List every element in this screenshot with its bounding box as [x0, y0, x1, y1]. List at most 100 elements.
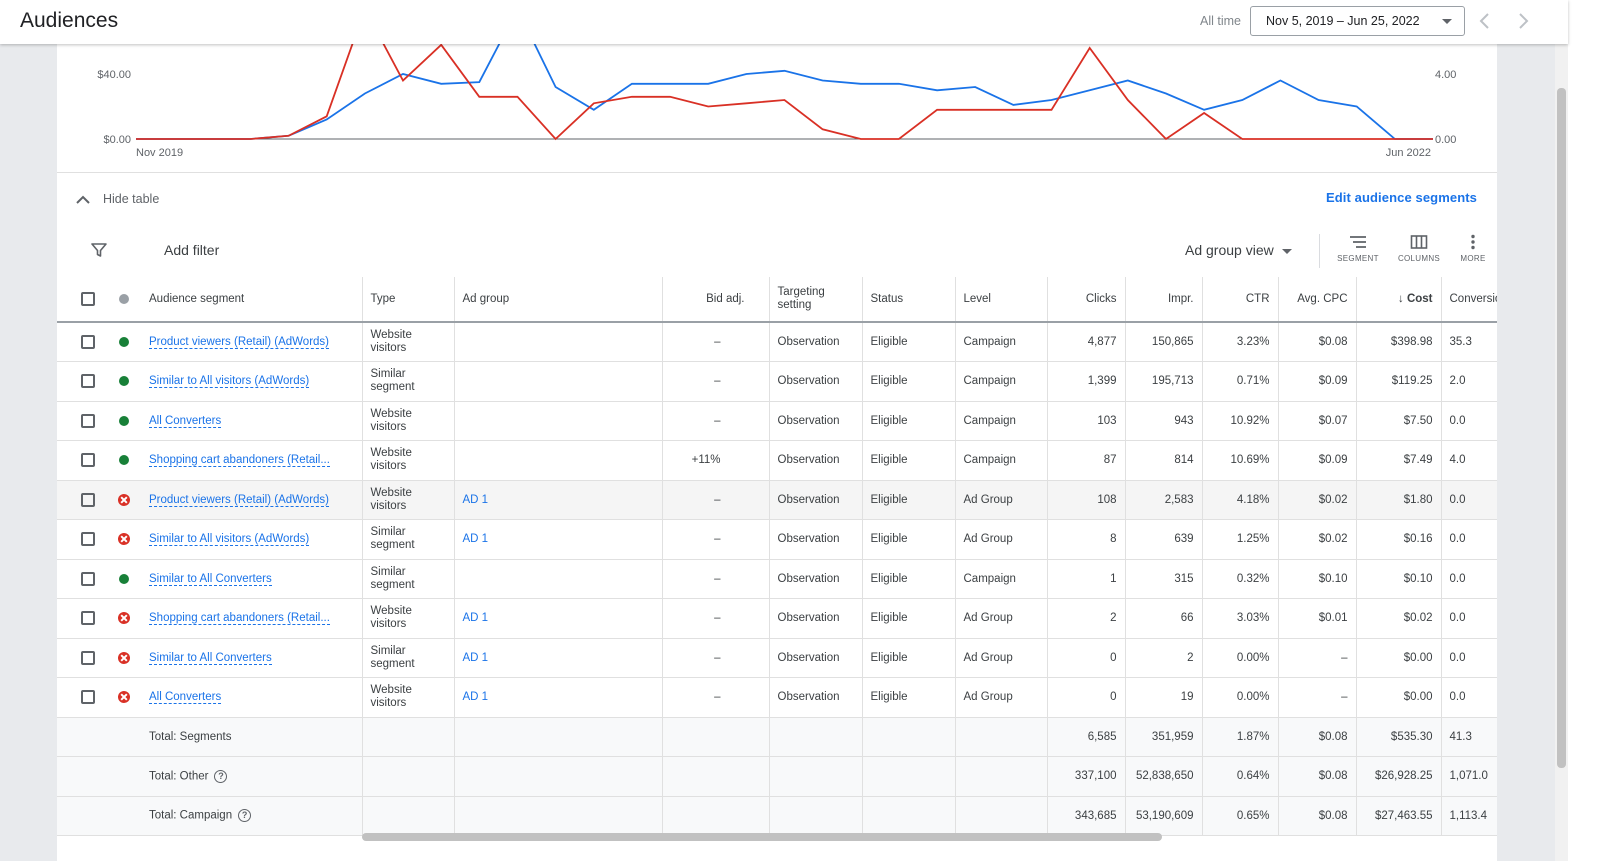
table-row[interactable]: Product viewers (Retail) (AdWords) Websit…: [57, 322, 1497, 362]
segment-link[interactable]: Shopping cart abandoners (Retail...: [149, 454, 330, 468]
bid-adj-cell[interactable]: –: [662, 519, 770, 560]
segment-link[interactable]: All Converters: [149, 691, 222, 705]
total-avg-cpc-cell: $0.08: [1278, 796, 1357, 836]
table-row[interactable]: Similar to All visitors (AdWords) Similar…: [57, 361, 1497, 402]
ad-group-cell: AD 1: [454, 598, 663, 639]
table-row[interactable]: All Converters Website visitors – Observati…: [57, 401, 1497, 441]
header-cost[interactable]: ↓ Cost: [1356, 277, 1442, 323]
ad-group-link[interactable]: AD 1: [462, 651, 489, 664]
row-checkbox[interactable]: [81, 690, 95, 705]
level-cell: Ad Group: [955, 677, 1048, 718]
segment-link[interactable]: Similar to All Converters: [149, 572, 272, 586]
header-ad-group[interactable]: Ad group: [454, 277, 663, 323]
segment-cell: Similar to All visitors (AdWords): [141, 361, 363, 402]
empty-cell: [57, 717, 107, 757]
segment-link[interactable]: Shopping cart abandoners (Retail...: [149, 612, 330, 626]
next-period-button[interactable]: [1512, 10, 1534, 32]
table-row[interactable]: Similar to All Converters Similar segment…: [57, 559, 1497, 599]
header-type[interactable]: Type: [362, 277, 455, 323]
bid-adj-cell[interactable]: +11%: [662, 440, 770, 481]
bid-adj-cell[interactable]: –: [662, 598, 770, 639]
table-row[interactable]: All Converters Website visitors AD 1– Obser…: [57, 677, 1497, 718]
table-row[interactable]: Shopping cart abandoners (Retail... Websi…: [57, 440, 1497, 481]
header-conversions[interactable]: Conversions: [1441, 277, 1497, 323]
clicks-cell: 8: [1047, 519, 1126, 560]
status-enabled-icon[interactable]: [119, 573, 129, 584]
horizontal-scrollbar-thumb[interactable]: [362, 833, 1162, 841]
segment-link[interactable]: Similar to All visitors (AdWords): [149, 533, 310, 547]
help-icon[interactable]: ?: [214, 769, 228, 783]
hide-table-toggle[interactable]: Hide table: [75, 189, 159, 209]
header-audience-segment[interactable]: Audience segment: [141, 277, 363, 323]
row-checkbox[interactable]: [81, 374, 95, 389]
row-checkbox[interactable]: [81, 492, 95, 507]
status-removed-icon[interactable]: [118, 533, 130, 546]
bid-adj-cell[interactable]: –: [662, 480, 770, 520]
bid-adj-cell[interactable]: –: [662, 361, 770, 402]
status-enabled-icon[interactable]: [119, 336, 129, 347]
view-select[interactable]: Ad group view: [1185, 242, 1292, 258]
ad-group-link[interactable]: AD 1: [462, 493, 489, 506]
help-icon[interactable]: ?: [238, 809, 252, 823]
edit-audience-segments-link[interactable]: Edit audience segments: [1325, 190, 1477, 205]
bid-adj-cell[interactable]: –: [662, 638, 770, 678]
table-row[interactable]: Shopping cart abandoners (Retail... Websi…: [57, 598, 1497, 639]
row-checkbox[interactable]: [81, 413, 95, 428]
previous-period-button[interactable]: [1474, 10, 1496, 32]
status-enabled-icon[interactable]: [119, 455, 129, 466]
bid-adj-cell[interactable]: –: [662, 677, 770, 718]
vertical-scrollbar-thumb[interactable]: [1557, 88, 1566, 768]
add-filter-button[interactable]: Add filter: [164, 242, 220, 258]
row-checkbox[interactable]: [81, 650, 95, 665]
row-checkbox[interactable]: [81, 532, 95, 547]
header-bid-adj[interactable]: Bid adj.: [662, 277, 770, 323]
empty-cell: [362, 796, 455, 836]
segment-cell: Shopping cart abandoners (Retail...: [141, 598, 363, 639]
row-checkbox[interactable]: [81, 571, 95, 586]
status-enabled-icon[interactable]: [119, 376, 129, 387]
bid-adj-cell[interactable]: –: [662, 401, 770, 441]
segment-link[interactable]: Similar to All visitors (AdWords): [149, 375, 310, 389]
status-removed-icon[interactable]: [118, 651, 130, 664]
filter-icon[interactable]: [90, 241, 108, 264]
row-checkbox[interactable]: [81, 453, 95, 468]
select-all-cell: [57, 277, 107, 323]
status-removed-icon[interactable]: [118, 612, 130, 625]
segment-link[interactable]: Product viewers (Retail) (AdWords): [149, 493, 330, 507]
status-removed-icon[interactable]: [118, 493, 130, 506]
select-all-checkbox[interactable]: [81, 292, 95, 306]
header-clicks[interactable]: Clicks: [1047, 277, 1126, 323]
conversions-cell: 0.0: [1441, 559, 1497, 599]
header-level[interactable]: Level: [955, 277, 1048, 323]
header-status[interactable]: Status: [862, 277, 956, 323]
row-checkbox[interactable]: [81, 335, 95, 349]
date-range-select[interactable]: Nov 5, 2019 – Jun 25, 2022: [1250, 6, 1465, 36]
segment-link[interactable]: Product viewers (Retail) (AdWords): [149, 336, 330, 349]
ad-group-link[interactable]: AD 1: [462, 691, 489, 704]
header-ctr[interactable]: CTR: [1202, 277, 1279, 323]
x-tick-end: Jun 2022: [1386, 147, 1431, 159]
table-row[interactable]: Product viewers (Retail) (AdWords) Websit…: [57, 480, 1497, 520]
table-row[interactable]: Similar to All Converters Similar segment…: [57, 638, 1497, 678]
table-row[interactable]: Similar to All visitors (AdWords) Similar…: [57, 519, 1497, 560]
type-cell: Website visitors: [362, 480, 455, 520]
more-button[interactable]: MORE: [1448, 234, 1497, 263]
status-enabled-icon[interactable]: [119, 415, 129, 426]
segment-button[interactable]: SEGMENT: [1333, 234, 1383, 263]
ctr-cell: 10.69%: [1202, 440, 1279, 481]
columns-button[interactable]: COLUMNS: [1394, 234, 1444, 263]
bid-adj-cell[interactable]: –: [662, 322, 770, 362]
bid-adj-cell[interactable]: –: [662, 559, 770, 599]
segment-link[interactable]: Similar to All Converters: [149, 651, 272, 665]
status-cell: Eligible: [862, 519, 956, 560]
segment-link[interactable]: All Converters: [149, 414, 222, 428]
header-targeting-setting[interactable]: Targeting setting: [769, 277, 863, 323]
header-avg-cpc[interactable]: Avg. CPC: [1278, 277, 1357, 323]
ad-group-link[interactable]: AD 1: [462, 612, 489, 625]
status-removed-icon[interactable]: [118, 691, 130, 704]
ad-group-link[interactable]: AD 1: [462, 533, 489, 546]
header-impr[interactable]: Impr.: [1125, 277, 1203, 323]
total-clicks-cell: 337,100: [1047, 756, 1126, 797]
avg-cpc-cell: $0.02: [1278, 519, 1357, 560]
row-checkbox[interactable]: [81, 611, 95, 626]
